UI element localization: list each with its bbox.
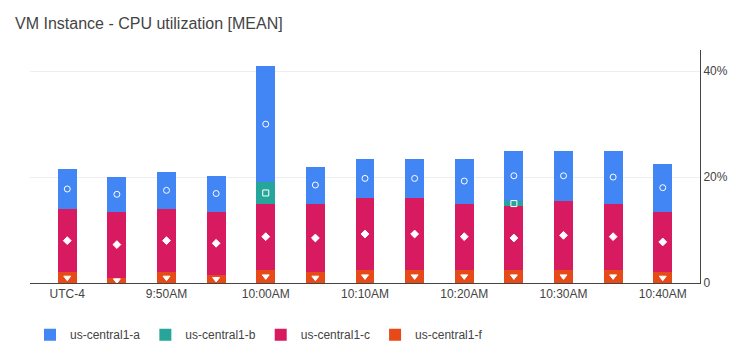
svg-text:10:10AM: 10:10AM [341, 287, 389, 301]
svg-text:0: 0 [703, 276, 710, 290]
svg-text:10:30AM: 10:30AM [539, 287, 587, 301]
svg-text:40%: 40% [703, 64, 727, 78]
svg-text:10:00AM: 10:00AM [242, 287, 290, 301]
svg-text:20%: 20% [703, 170, 727, 184]
svg-text:us-central1-a: us-central1-a [70, 328, 140, 342]
svg-text:10:40AM: 10:40AM [639, 287, 687, 301]
svg-text:us-central1-c: us-central1-c [301, 328, 370, 342]
svg-text:us-central1-f: us-central1-f [415, 328, 482, 342]
svg-text:us-central1-b: us-central1-b [185, 328, 255, 342]
svg-text:UTC-4: UTC-4 [50, 287, 86, 301]
svg-text:VM Instance - CPU utilization: VM Instance - CPU utilization [MEAN] [15, 15, 283, 32]
svg-text:10:20AM: 10:20AM [440, 287, 488, 301]
svg-text:9:50AM: 9:50AM [146, 287, 187, 301]
